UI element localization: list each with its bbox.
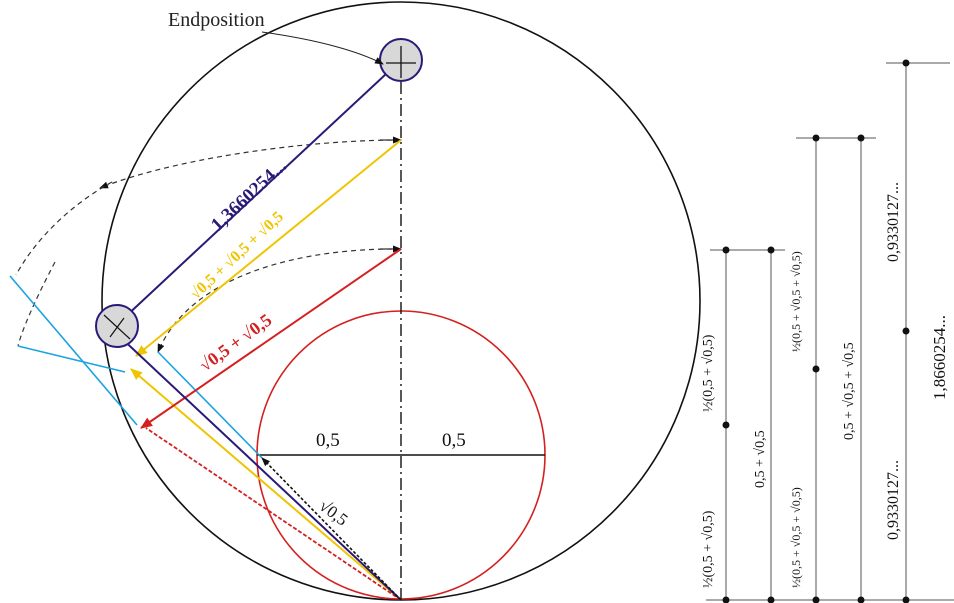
navy-segment-lower: [117, 334, 402, 601]
navy-arrow-long: [123, 59, 402, 319]
endposition-leader: [261, 31, 384, 65]
dim-col3-top: ½(0,5 + √0,5 + √0,5): [789, 251, 803, 352]
dashed-arc-outer-left: [15, 181, 113, 276]
dimension-chains: [706, 62, 954, 601]
red-arrow: [140, 248, 402, 429]
dashed-arc-outer: [99, 139, 402, 189]
dashed-arc-inner: [157, 248, 402, 353]
red-dashed-segment: [145, 427, 402, 601]
dim-col6: 1,8660254...: [930, 315, 949, 400]
dim-col5-top: 0,9330127...: [885, 182, 902, 262]
yellow-segment-lower: [130, 368, 402, 601]
start-disc-cross-b: [109, 317, 125, 338]
dim-col2: 0,5 + √0,5: [753, 430, 768, 488]
dim-col3-bottom: ½(0,5 + √0,5 + √0,5): [789, 487, 803, 588]
start-disc: [95, 304, 139, 348]
dim-col1-top: ½(0,5 + √0,5): [701, 334, 716, 412]
dimension-nodes: [722, 59, 910, 603]
endposition-label: Endposition: [168, 9, 265, 31]
yellow-arrow: [135, 139, 402, 357]
black-root-segment: [261, 457, 402, 601]
half-left-label: 0,5: [316, 430, 340, 451]
cyan-line-short: [157, 351, 263, 459]
dim-col4: 0,5 + √0,5 + √0,5: [842, 342, 857, 440]
yellow-arrow-label: √0,5 + √0,5 + √0,5: [187, 208, 287, 303]
dashed-left-hook: [17, 261, 56, 347]
dim-col1-bottom: ½(0,5 + √0,5): [701, 510, 716, 588]
dim-col5-bottom: 0,9330127...: [885, 460, 902, 540]
cyan-line-inner: [17, 345, 126, 373]
red-arrow-label: √0,5 + √0,5: [196, 310, 276, 376]
cyan-line-outer: [9, 275, 138, 426]
half-right-label: 0,5: [442, 430, 466, 451]
